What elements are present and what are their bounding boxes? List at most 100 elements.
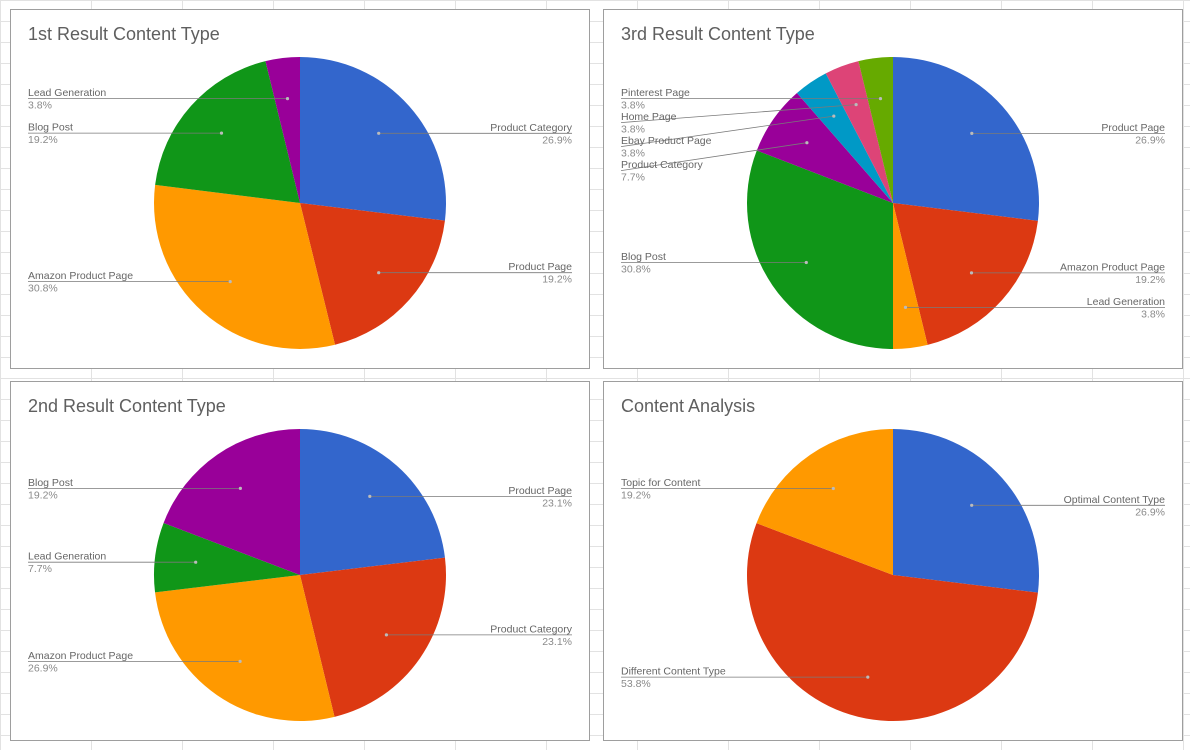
slice-label: Product Page xyxy=(1101,122,1165,134)
slice-percent: 7.7% xyxy=(621,172,645,184)
slice-label: Pinterest Page xyxy=(621,87,690,99)
slice-percent: 53.8% xyxy=(621,678,651,690)
pie-slice-product-page[interactable] xyxy=(300,429,445,575)
pie-slices xyxy=(746,429,1039,722)
chart-title: 2nd Result Content Type xyxy=(28,396,226,416)
chart-title: Content Analysis xyxy=(621,396,756,416)
pie-slice-lead-generation[interactable] xyxy=(893,203,928,349)
pie-slice-optimal-content-type[interactable] xyxy=(893,429,1039,593)
leader-dot xyxy=(969,271,974,275)
leader-dot xyxy=(804,260,808,265)
pie-slice-blog-post[interactable] xyxy=(163,429,300,575)
leader-dot xyxy=(903,305,908,309)
slice-label: Blog Post xyxy=(621,251,666,263)
slice-label: Home Page xyxy=(621,111,677,123)
leader-dot xyxy=(238,486,242,490)
leader-dot xyxy=(832,114,836,118)
slice-percent: 26.9% xyxy=(1135,506,1165,518)
slice-label: Lead Generation xyxy=(28,551,106,563)
slice-label: Different Content Type xyxy=(621,666,726,678)
slice-label: Ebay Product Page xyxy=(621,135,712,147)
pie-slice-amazon-product-page[interactable] xyxy=(153,184,336,350)
leader-line xyxy=(620,142,807,171)
slice-percent: 3.8% xyxy=(1141,308,1165,320)
slice-label: Blog Post xyxy=(28,477,73,489)
slice-label: Product Category xyxy=(490,122,572,134)
chart-panel-content-analysis[interactable]: Content Analysis Optimal Content Type 26.… xyxy=(603,381,1183,741)
slice-percent: 3.8% xyxy=(621,148,645,160)
slice-label: Lead Generation xyxy=(28,87,106,99)
slice-percent: 26.9% xyxy=(28,662,58,674)
slice-label: Amazon Product Page xyxy=(28,650,133,662)
pie-slice-home-page[interactable] xyxy=(825,61,893,203)
pie-slice-product-page[interactable] xyxy=(300,203,445,345)
slice-percent: 26.9% xyxy=(542,134,572,146)
slice-label: Topic for Content xyxy=(621,477,700,489)
pie-slice-blog-post[interactable] xyxy=(747,150,893,349)
slice-label: Product Page xyxy=(508,485,572,497)
pie-slice-different-content-type[interactable] xyxy=(746,523,1038,722)
slice-percent: 23.1% xyxy=(542,497,572,509)
slice-label: Lead Generation xyxy=(1087,296,1165,308)
slice-percent: 3.8% xyxy=(28,100,52,112)
leader-dot xyxy=(384,633,388,637)
leader-dot xyxy=(377,131,381,135)
pie-slice-lead-generation[interactable] xyxy=(154,522,300,593)
pie-slice-ebay-product-page[interactable] xyxy=(796,73,893,204)
pie-slice-pinterest-page[interactable] xyxy=(858,57,893,203)
leader-dot xyxy=(228,280,232,284)
chart-panel-1st-result[interactable]: 1st Result Content Type Product Category… xyxy=(10,9,590,369)
pie-slice-blog-post[interactable] xyxy=(155,61,300,204)
leader-dot xyxy=(219,131,224,135)
pie-slice-amazon-product-page[interactable] xyxy=(155,575,335,722)
leader-dot xyxy=(238,659,242,663)
pie-slice-lead-generation[interactable] xyxy=(265,57,300,203)
pie-slice-product-page[interactable] xyxy=(893,57,1039,221)
chart-panel-3rd-result[interactable]: 3rd Result Content Type Product Page 26.9… xyxy=(603,9,1183,369)
chart-title: 1st Result Content Type xyxy=(28,24,220,44)
slice-percent: 7.7% xyxy=(28,563,52,575)
slice-label: Amazon Product Page xyxy=(28,270,133,282)
pie-slice-product-category[interactable] xyxy=(300,557,446,717)
leader-dot xyxy=(377,271,381,275)
pie-slice-topic-for-content[interactable] xyxy=(756,429,893,575)
slice-label: Product Category xyxy=(621,159,703,171)
slice-label: Amazon Product Page xyxy=(1060,261,1165,273)
leader-dot xyxy=(831,486,835,491)
pie-slice-amazon-product-page[interactable] xyxy=(893,203,1038,345)
slice-percent: 19.2% xyxy=(28,489,58,501)
slice-label: Product Page xyxy=(508,261,572,273)
pie-slice-product-category[interactable] xyxy=(756,93,893,203)
leader-line xyxy=(620,115,834,147)
pie-slice-product-category[interactable] xyxy=(300,57,446,221)
slice-label: Blog Post xyxy=(28,122,73,134)
slice-label: Optimal Content Type xyxy=(1064,494,1166,506)
leader-line xyxy=(620,104,857,123)
leader-dot xyxy=(194,560,198,564)
pie-slices xyxy=(153,57,446,350)
pie-slices xyxy=(747,57,1039,349)
leader-dot xyxy=(970,131,974,135)
slice-percent: 19.2% xyxy=(542,274,572,286)
leader-dot xyxy=(970,503,974,507)
chart-panel-2nd-result[interactable]: 2nd Result Content Type Product Page 23.1… xyxy=(10,381,590,741)
